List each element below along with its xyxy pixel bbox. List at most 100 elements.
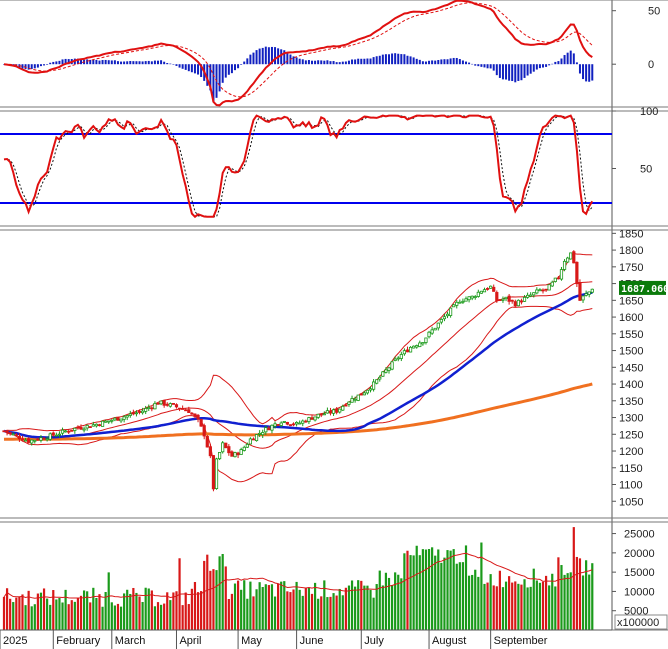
candle-body — [70, 429, 74, 432]
volume-bar — [187, 604, 190, 630]
macd-hist-bar — [538, 64, 541, 69]
candle-body — [205, 435, 209, 448]
macd-hist-bar — [153, 60, 156, 65]
macd-hist-bar — [234, 64, 236, 71]
macd-hist-bar — [347, 60, 350, 65]
macd-hist-bar — [560, 58, 563, 65]
macd-hist-bar — [172, 64, 175, 65]
macd-hist-bar — [218, 64, 221, 92]
candle-body — [492, 286, 496, 292]
macd-hist-bar — [113, 60, 116, 65]
price-tick-label: 1850 — [619, 228, 643, 240]
volume-bar — [566, 573, 569, 630]
macd-hist-bar — [243, 61, 246, 65]
candle-body — [282, 421, 286, 423]
candle-body — [150, 407, 154, 410]
macd-hist-bar — [61, 59, 64, 65]
candle-body — [33, 439, 37, 442]
last-price-marker: 1687.060 — [619, 280, 668, 295]
candle-body — [415, 345, 419, 348]
price-tick-label: 1600 — [619, 312, 643, 324]
volume-bar — [480, 542, 483, 630]
volume-bar — [341, 595, 344, 630]
macd-hist-bar — [517, 64, 520, 81]
candle-body — [267, 427, 271, 431]
volume-bar — [310, 593, 314, 630]
macd-hist-bar — [123, 61, 126, 65]
macd-hist-bar — [104, 59, 107, 65]
volume-bar — [363, 585, 366, 630]
macd-hist-bar — [320, 60, 323, 65]
macd-hist-bar — [354, 59, 357, 65]
candle-body — [572, 251, 576, 264]
macd-hist-bar — [326, 60, 329, 65]
candle-body — [439, 319, 443, 323]
macd-hist-bar — [258, 48, 261, 65]
price-tick-label: 1350 — [619, 396, 643, 408]
macd-hist-bar — [578, 64, 581, 74]
macd-hist-bar — [129, 61, 132, 65]
candle-body — [298, 422, 302, 425]
macd-hist-bar — [526, 64, 529, 76]
volume-bar — [467, 575, 471, 630]
macd-hist-bar — [351, 59, 354, 65]
volume-bar — [64, 589, 67, 630]
candle-body — [418, 342, 422, 347]
candle-body — [245, 444, 249, 448]
candle-body — [236, 452, 240, 456]
price-tick-label: 1800 — [619, 245, 643, 257]
volume-bar — [267, 585, 270, 630]
volume-bar — [418, 555, 421, 630]
last-price-label: 1687.060 — [621, 284, 668, 295]
volume-bar — [39, 592, 43, 630]
volume-bar — [129, 593, 132, 630]
candle-body — [211, 455, 216, 490]
volume-bar — [61, 602, 64, 630]
volume-bar — [304, 587, 307, 630]
candle-body — [384, 369, 388, 373]
volume-bar — [42, 588, 46, 630]
volume-bar — [320, 596, 323, 630]
volume-bar — [212, 569, 215, 630]
macd-hist-bar — [187, 64, 190, 72]
price-tick-label: 1400 — [619, 379, 643, 391]
macd-hist-bar — [264, 46, 267, 65]
macd-hist-bar — [200, 64, 203, 77]
volume-bar — [252, 596, 255, 630]
candle-body — [436, 322, 440, 329]
candle-body — [57, 433, 62, 436]
macd-hist-bar — [545, 64, 548, 67]
candle-body — [430, 329, 434, 334]
macd-hist-bar — [221, 64, 224, 83]
macd-hist-bar — [591, 64, 594, 81]
candle-body — [553, 277, 557, 282]
volume-bar — [560, 565, 563, 630]
candle-body — [338, 408, 342, 413]
volume-tick-label: 25000 — [624, 529, 655, 541]
candle-body — [519, 300, 524, 303]
candle-body — [495, 292, 499, 302]
volume-bar — [246, 598, 249, 630]
volume-bar — [301, 595, 304, 630]
month-label: July — [364, 635, 384, 647]
candle-body — [408, 346, 413, 353]
candle-body — [104, 420, 108, 423]
candle-body — [119, 418, 123, 422]
volume-bar — [273, 596, 277, 630]
candle-body — [399, 354, 403, 359]
volume-bar — [169, 600, 172, 630]
candle-body — [513, 301, 517, 307]
bollinger-middle-band — [3, 281, 593, 449]
candle-body — [301, 420, 305, 424]
candle-body — [341, 405, 345, 411]
macd-hist-bar — [314, 60, 317, 65]
volume-bar — [101, 606, 104, 630]
candle-body — [587, 291, 591, 295]
macd-hist-bar — [418, 59, 421, 65]
candle-body — [498, 299, 502, 301]
macd-hist-bar — [384, 54, 387, 65]
price-tick-label: 1150 — [619, 463, 643, 475]
volume-bar — [440, 562, 443, 630]
candle-body — [79, 427, 83, 430]
candle-body — [362, 392, 366, 396]
